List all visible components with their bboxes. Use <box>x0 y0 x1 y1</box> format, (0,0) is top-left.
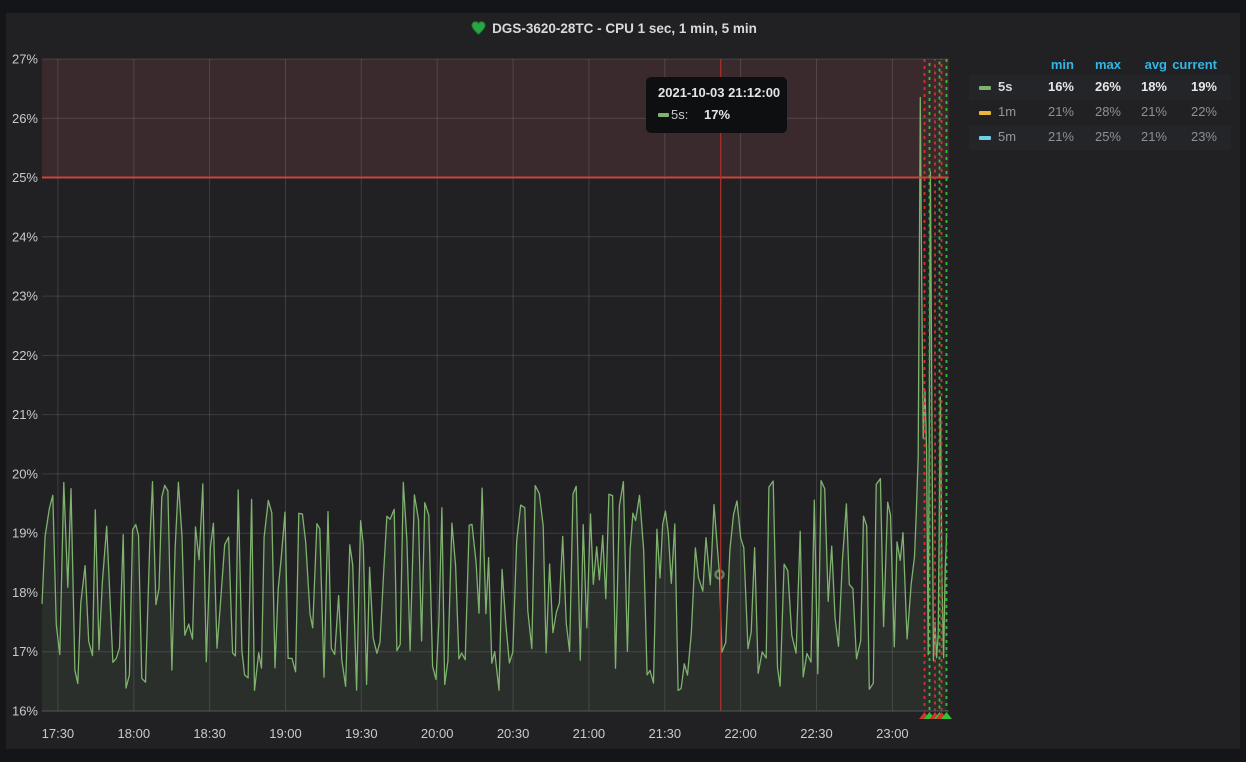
svg-text:20:30: 20:30 <box>497 726 530 741</box>
svg-text:27%: 27% <box>12 52 38 67</box>
svg-text:20%: 20% <box>12 466 38 481</box>
svg-text:21:30: 21:30 <box>649 726 682 741</box>
svg-text:19%: 19% <box>12 526 38 541</box>
svg-text:18%: 18% <box>12 585 38 600</box>
svg-text:17:30: 17:30 <box>42 726 75 741</box>
svg-text:22:00: 22:00 <box>724 726 757 741</box>
svg-text:22:30: 22:30 <box>800 726 833 741</box>
svg-text:23%: 23% <box>12 289 38 304</box>
svg-text:26%: 26% <box>12 111 38 126</box>
svg-text:22%: 22% <box>12 348 38 363</box>
svg-text:16%: 16% <box>12 704 38 719</box>
svg-text:25%: 25% <box>12 170 38 185</box>
svg-text:23:00: 23:00 <box>876 726 909 741</box>
svg-text:21:00: 21:00 <box>573 726 606 741</box>
svg-text:18:00: 18:00 <box>118 726 151 741</box>
svg-text:19:30: 19:30 <box>345 726 378 741</box>
svg-text:24%: 24% <box>12 229 38 244</box>
svg-text:19:00: 19:00 <box>269 726 302 741</box>
svg-text:20:00: 20:00 <box>421 726 454 741</box>
svg-text:18:30: 18:30 <box>193 726 226 741</box>
svg-text:21%: 21% <box>12 407 38 422</box>
svg-text:17%: 17% <box>12 644 38 659</box>
